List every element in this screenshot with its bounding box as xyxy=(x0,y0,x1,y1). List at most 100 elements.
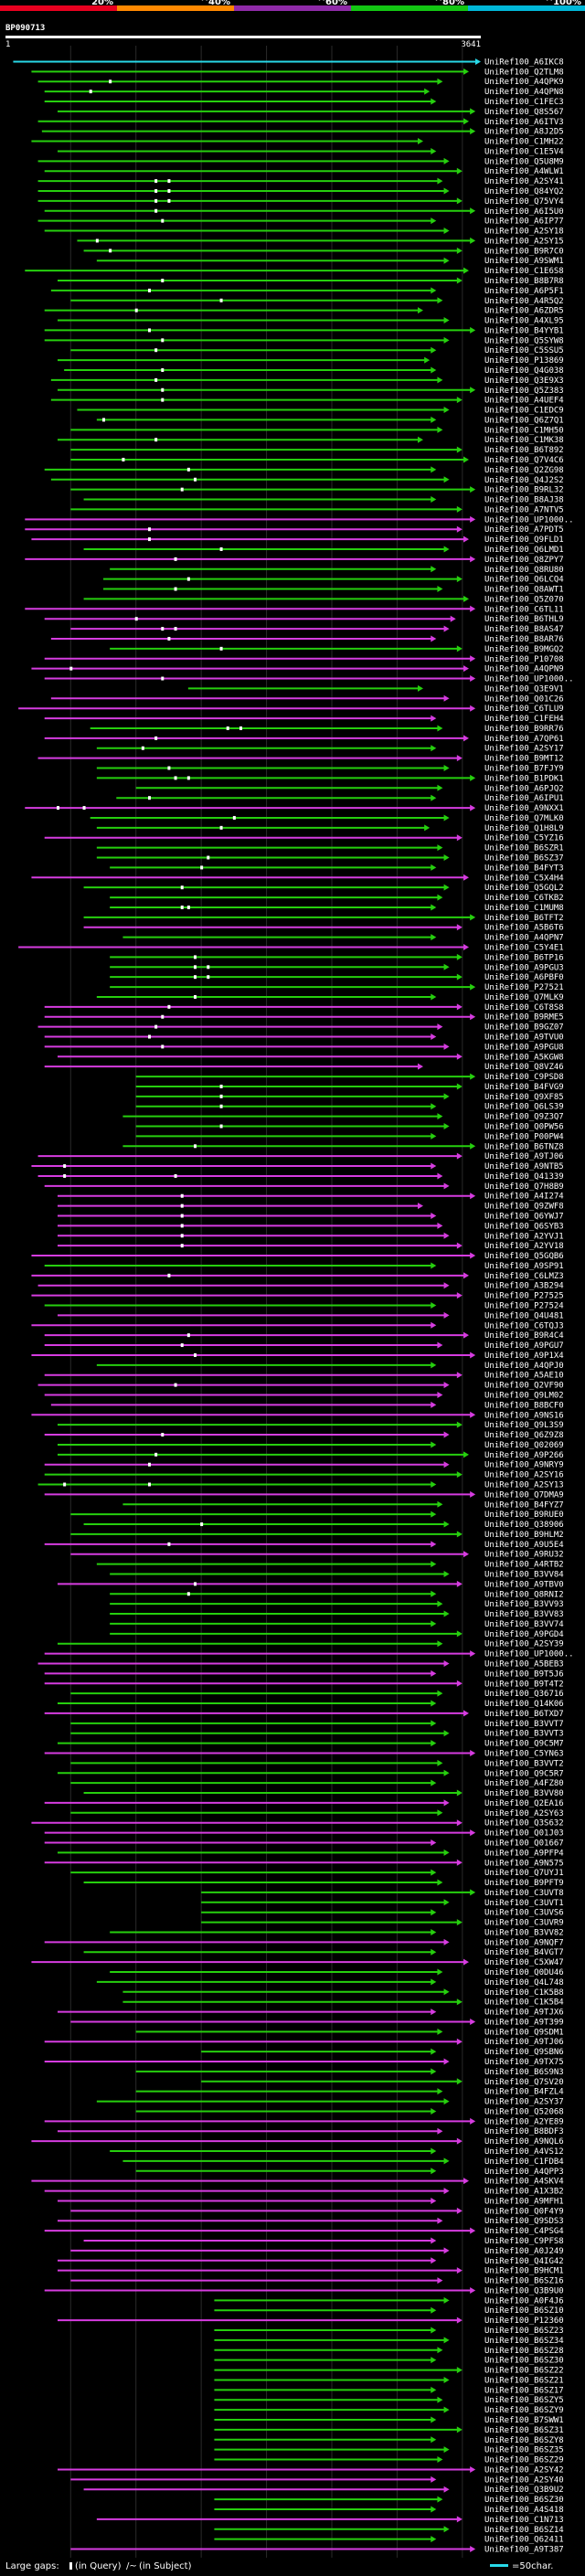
hit-label[interactable]: UniRef100_B3VV83 xyxy=(484,1610,564,1619)
hit-label[interactable]: UniRef100_B6SZ31 xyxy=(484,2426,564,2435)
hit-label[interactable]: UniRef100_B8AS47 xyxy=(484,625,564,634)
hit-row[interactable]: UniRef100_A6PJQ2 xyxy=(135,784,564,793)
hit-row[interactable]: UniRef100_A9U5E4 xyxy=(44,1541,564,1550)
hit-label[interactable]: UniRef100_P00PW4 xyxy=(484,1132,564,1141)
hit-row[interactable]: UniRef100_P13869 xyxy=(58,356,564,366)
hit-label[interactable]: UniRef100_A9NQF7 xyxy=(484,1938,564,1947)
hit-label[interactable]: UniRef100_Q9LM02 xyxy=(484,1391,564,1400)
hit-row[interactable]: UniRef100_Q4L748 xyxy=(96,1978,564,1988)
hit-row[interactable]: UniRef100_A9SWM1 xyxy=(96,257,564,266)
hit-row[interactable]: UniRef100_A7QP61 xyxy=(44,735,564,744)
hit-row[interactable]: UniRef100_A9PGD4 xyxy=(110,1630,564,1639)
hit-row[interactable]: UniRef100_Q0PW56 xyxy=(135,1123,564,1132)
hit-row[interactable]: UniRef100_Q5U8M9 xyxy=(37,157,564,166)
hit-label[interactable]: UniRef100_C1EDC9 xyxy=(484,407,564,416)
hit-row[interactable]: UniRef100_B6TXD7 xyxy=(44,1710,564,1719)
hit-row[interactable]: UniRef100_A4R5Q2 xyxy=(70,297,564,306)
hit-label[interactable]: UniRef100_A2SY17 xyxy=(484,745,564,754)
hit-row[interactable]: UniRef100_A4QPP3 xyxy=(135,2168,564,2177)
hit-label[interactable]: UniRef100_B6SZ30 xyxy=(484,2357,564,2366)
hit-label[interactable]: UniRef100_B8AR76 xyxy=(484,635,564,644)
hit-label[interactable]: UniRef100_Q9Z3Q7 xyxy=(484,1113,564,1122)
hit-label[interactable]: UniRef100_Q3E9X3 xyxy=(484,376,564,386)
hit-label[interactable]: UniRef100_B7SWW1 xyxy=(484,2416,564,2425)
hit-row[interactable]: UniRef100_C5YN63 xyxy=(44,1749,564,1758)
hit-label[interactable]: UniRef100_A9TJ06 xyxy=(484,2038,564,2047)
hit-label[interactable]: UniRef100_C5YZ16 xyxy=(484,834,564,843)
hit-label[interactable]: UniRef100_A7NTV5 xyxy=(484,505,564,514)
hit-label[interactable]: UniRef100_A2YVJ1 xyxy=(484,1232,564,1241)
hit-label[interactable]: UniRef100_B6SZR1 xyxy=(484,844,564,853)
hit-label[interactable]: UniRef100_B9T4T2 xyxy=(484,1680,564,1689)
hit-label[interactable]: UniRef100_B6SZ28 xyxy=(484,2347,564,2356)
hit-row[interactable]: UniRef100_A1X3B2 xyxy=(44,2188,564,2197)
hit-label[interactable]: UniRef100_C6TLU9 xyxy=(484,705,564,714)
hit-row[interactable]: UniRef100_B6SZ10 xyxy=(214,2306,564,2316)
hit-label[interactable]: UniRef100_A6IP77 xyxy=(484,217,564,227)
hit-row[interactable]: UniRef100_C1E5V4 xyxy=(58,147,564,156)
hit-row[interactable]: UniRef100_C1MH22 xyxy=(31,138,564,147)
hit-label[interactable]: UniRef100_A4XL95 xyxy=(484,317,564,326)
hit-row[interactable]: UniRef100_C4PSG4 xyxy=(44,2227,564,2236)
hit-label[interactable]: UniRef100_B3VV74 xyxy=(484,1620,564,1629)
hit-label[interactable]: UniRef100_A9TVU0 xyxy=(484,1034,564,1043)
hit-row[interactable]: UniRef100_A4I274 xyxy=(58,1193,564,1202)
hit-label[interactable]: UniRef100_Q8ZPY7 xyxy=(484,556,564,565)
hit-label[interactable]: UniRef100_A5KGW8 xyxy=(484,1053,564,1062)
hit-label[interactable]: UniRef100_C6TL11 xyxy=(484,605,564,614)
hit-row[interactable]: UniRef100_C6T8S8 xyxy=(44,1003,564,1012)
hit-row[interactable]: UniRef100_A2SY40 xyxy=(70,2475,564,2485)
hit-label[interactable]: UniRef100_B9HLM2 xyxy=(484,1531,564,1540)
hit-row[interactable]: UniRef100_Q41339 xyxy=(37,1172,564,1182)
hit-label[interactable]: UniRef100_Q4U481 xyxy=(484,1311,564,1320)
hit-row[interactable]: UniRef100_A6I5U0 xyxy=(44,207,564,217)
hit-label[interactable]: UniRef100_A9PGU8 xyxy=(484,1043,564,1052)
hit-row[interactable]: UniRef100_Q36716 xyxy=(70,1690,564,1699)
hit-row[interactable]: UniRef100_Q52068 xyxy=(135,2107,564,2116)
hit-label[interactable]: UniRef100_UP1000.. xyxy=(484,515,574,525)
hit-label[interactable]: UniRef100_A5BEB3 xyxy=(484,1659,564,1669)
hit-row[interactable]: UniRef100_B9MGQ2 xyxy=(110,645,564,654)
hit-row[interactable]: UniRef100_Q6LMD1 xyxy=(83,546,564,555)
hit-label[interactable]: UniRef100_Q9XF85 xyxy=(484,1093,564,1102)
hit-label[interactable]: UniRef100_B4FVG9 xyxy=(484,1083,564,1092)
hit-label[interactable]: UniRef100_A9T399 xyxy=(484,2018,564,2027)
hit-label[interactable]: UniRef100_B3VV80 xyxy=(484,1789,564,1798)
hit-row[interactable]: UniRef100_UP1000.. xyxy=(44,1650,574,1659)
hit-row[interactable]: UniRef100_Q9SBN6 xyxy=(201,2048,564,2057)
hit-row[interactable]: UniRef100_Q84YQ2 xyxy=(37,187,564,196)
hit-label[interactable]: UniRef100_A9NS16 xyxy=(484,1411,564,1420)
hit-row[interactable]: UniRef100_A0J249 xyxy=(70,2247,564,2256)
hit-label[interactable]: UniRef100_Q84YQ2 xyxy=(484,187,564,196)
hit-row[interactable]: UniRef100_B6SZ30 xyxy=(214,2357,564,2366)
hit-label[interactable]: UniRef100_Q75VY4 xyxy=(484,197,564,207)
hit-row[interactable]: UniRef100_B8BCF0 xyxy=(50,1401,564,1410)
hit-row[interactable]: UniRef100_B3VVT3 xyxy=(70,1730,564,1739)
hit-label[interactable]: UniRef100_Q36716 xyxy=(484,1690,564,1699)
hit-row[interactable]: UniRef100_B9HLM2 xyxy=(70,1531,564,1540)
hit-label[interactable]: UniRef100_B3VVT7 xyxy=(484,1720,564,1729)
hit-row[interactable]: UniRef100_B6SZ35 xyxy=(214,2446,564,2455)
hit-row[interactable]: UniRef100_A9PGU7 xyxy=(44,1341,564,1351)
hit-label[interactable]: UniRef100_B4FYT3 xyxy=(484,864,564,873)
hit-label[interactable]: UniRef100_Q9FLD1 xyxy=(484,535,564,545)
hit-label[interactable]: UniRef100_Q5Z070 xyxy=(484,595,564,604)
hit-label[interactable]: UniRef100_C1E6S8 xyxy=(484,267,564,276)
hit-label[interactable]: UniRef100_A4QPP3 xyxy=(484,2168,564,2177)
hit-row[interactable]: UniRef100_C3UVT1 xyxy=(201,1899,564,1908)
hit-label[interactable]: UniRef100_A9SWM1 xyxy=(484,257,564,266)
hit-label[interactable]: UniRef100_B6SZ29 xyxy=(484,2456,564,2465)
hit-label[interactable]: UniRef100_A6PBF0 xyxy=(484,973,564,982)
hit-label[interactable]: UniRef100_C5Y4E1 xyxy=(484,944,564,953)
hit-row[interactable]: UniRef100_Q01667 xyxy=(44,1839,564,1848)
hit-label[interactable]: UniRef100_A9NXX1 xyxy=(484,804,564,813)
hit-label[interactable]: UniRef100_Q6LCQ4 xyxy=(484,576,564,585)
hit-label[interactable]: UniRef100_B6SZ10 xyxy=(484,2306,564,2316)
hit-label[interactable]: UniRef100_UP1000.. xyxy=(484,675,574,684)
hit-label[interactable]: UniRef100_C1K5B4 xyxy=(484,1998,564,2008)
hit-row[interactable]: UniRef100_A2YE89 xyxy=(44,2117,564,2126)
hit-row[interactable]: UniRef100_B3VV82 xyxy=(110,1928,564,1937)
hit-label[interactable]: UniRef100_C3UVS6 xyxy=(484,1909,564,1918)
hit-row[interactable]: UniRef100_B6SZY5 xyxy=(214,2396,564,2405)
hit-row[interactable]: UniRef100_A9TVU0 xyxy=(44,1034,564,1043)
